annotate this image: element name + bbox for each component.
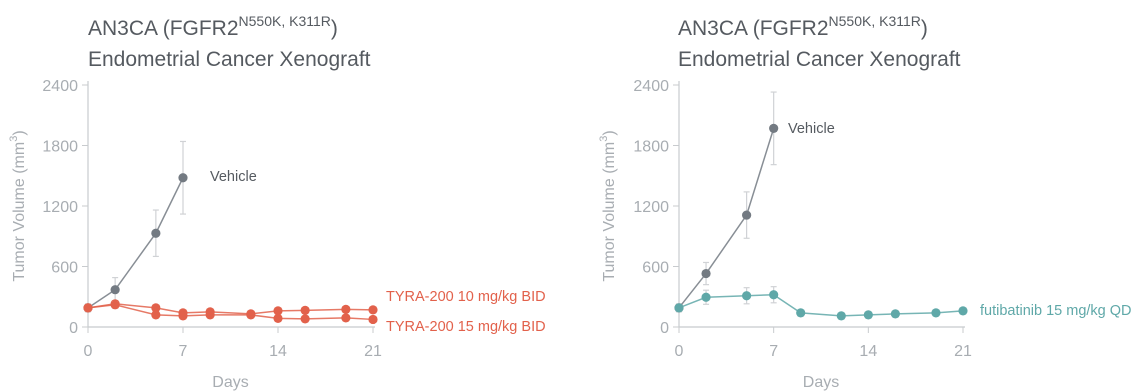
chart-panel-right: AN3CA (FGFR2N550K, K311R) Endometrial Ca…	[590, 0, 1141, 391]
series-label: futibatinib 15 mg/kg QD	[980, 303, 1132, 319]
y-tick-label: 2400	[42, 78, 78, 95]
line-chart: 0 600 1200 1800 2400 0 7 14 21 Days Tumor Volume (…	[8, 78, 546, 391]
y-tick-label: 1200	[633, 199, 669, 216]
data-point	[273, 306, 283, 316]
y-tick-label: 1200	[42, 199, 78, 216]
x-tick-label: 14	[269, 343, 287, 360]
data-point	[178, 173, 188, 183]
series-line	[678, 128, 775, 309]
x-axis-label: Days	[212, 374, 248, 391]
series-line	[678, 293, 964, 317]
data-point	[836, 311, 846, 321]
y-tick-label: 600	[642, 260, 669, 277]
data-point	[890, 309, 900, 319]
data-point	[958, 306, 968, 316]
chart-title: AN3CA (FGFR2N550K, K311R)	[678, 13, 928, 40]
data-point	[701, 292, 711, 302]
chart-title-block: AN3CA (FGFR2N550K, K311R) Endometrial Ca…	[88, 6, 371, 75]
x-tick-label: 7	[179, 343, 188, 360]
series-label: Vehicle	[788, 121, 835, 137]
data-point	[110, 300, 120, 310]
x-tick-label: 14	[859, 343, 877, 360]
x-tick-label: 21	[954, 343, 972, 360]
data-point	[178, 311, 188, 321]
data-point	[769, 290, 779, 300]
data-point	[151, 228, 161, 238]
data-point	[863, 310, 873, 320]
series-label: TYRA-200 15 mg/kg BID	[386, 319, 546, 335]
data-point	[110, 285, 120, 295]
chart-subtitle: Endometrial Cancer Xenograft	[88, 48, 371, 71]
data-point	[742, 291, 752, 301]
chart-panel-left: AN3CA (FGFR2N550K, K311R) Endometrial Ca…	[0, 0, 560, 391]
data-point	[273, 313, 283, 324]
x-tick-label: 21	[364, 343, 382, 360]
series-2	[83, 300, 378, 325]
data-point	[931, 308, 941, 318]
series-label: Vehicle	[210, 169, 257, 185]
data-point	[701, 268, 711, 279]
data-point	[341, 304, 351, 314]
data-point	[674, 303, 684, 313]
data-point	[368, 314, 378, 325]
data-point	[300, 305, 310, 315]
x-tick-label: 0	[675, 343, 684, 360]
data-point	[83, 303, 93, 313]
chart-title-block: AN3CA (FGFR2N550K, K311R) Endometrial Ca…	[678, 6, 961, 75]
data-point	[151, 303, 161, 313]
y-tick-label: 1800	[633, 139, 669, 156]
data-point	[368, 305, 378, 315]
x-tick-label: 0	[84, 343, 93, 360]
data-point	[796, 308, 806, 318]
y-axis-label: Tumor Volume (mm3)	[598, 130, 618, 281]
data-point	[742, 210, 752, 220]
data-point	[205, 310, 215, 320]
y-tick-label: 2400	[633, 78, 669, 95]
series-line	[87, 177, 184, 309]
chart-title: AN3CA (FGFR2N550K, K311R)	[88, 13, 338, 40]
y-axis-label: Tumor Volume (mm3)	[8, 130, 28, 281]
data-point	[151, 310, 161, 320]
series-0	[674, 91, 779, 313]
y-tick-label: 600	[51, 260, 78, 277]
x-tick-label: 7	[769, 343, 778, 360]
series-label: TYRA-200 10 mg/kg BID	[386, 289, 546, 305]
chart-subtitle: Endometrial Cancer Xenograft	[678, 48, 961, 71]
y-tick-label: 0	[69, 320, 78, 337]
y-tick-label: 0	[660, 320, 669, 337]
line-chart: 0 600 1200 1800 2400 0 7 14 21 Days Tumor Volume (…	[598, 78, 1132, 391]
y-tick-label: 1800	[42, 139, 78, 156]
data-point	[246, 310, 256, 320]
series-0	[83, 140, 188, 313]
series-1	[674, 286, 968, 321]
data-point	[300, 314, 310, 324]
data-point	[769, 123, 779, 133]
series-line	[87, 303, 374, 315]
series-line	[87, 304, 374, 321]
x-axis-label: Days	[803, 374, 839, 391]
data-point	[341, 313, 351, 323]
